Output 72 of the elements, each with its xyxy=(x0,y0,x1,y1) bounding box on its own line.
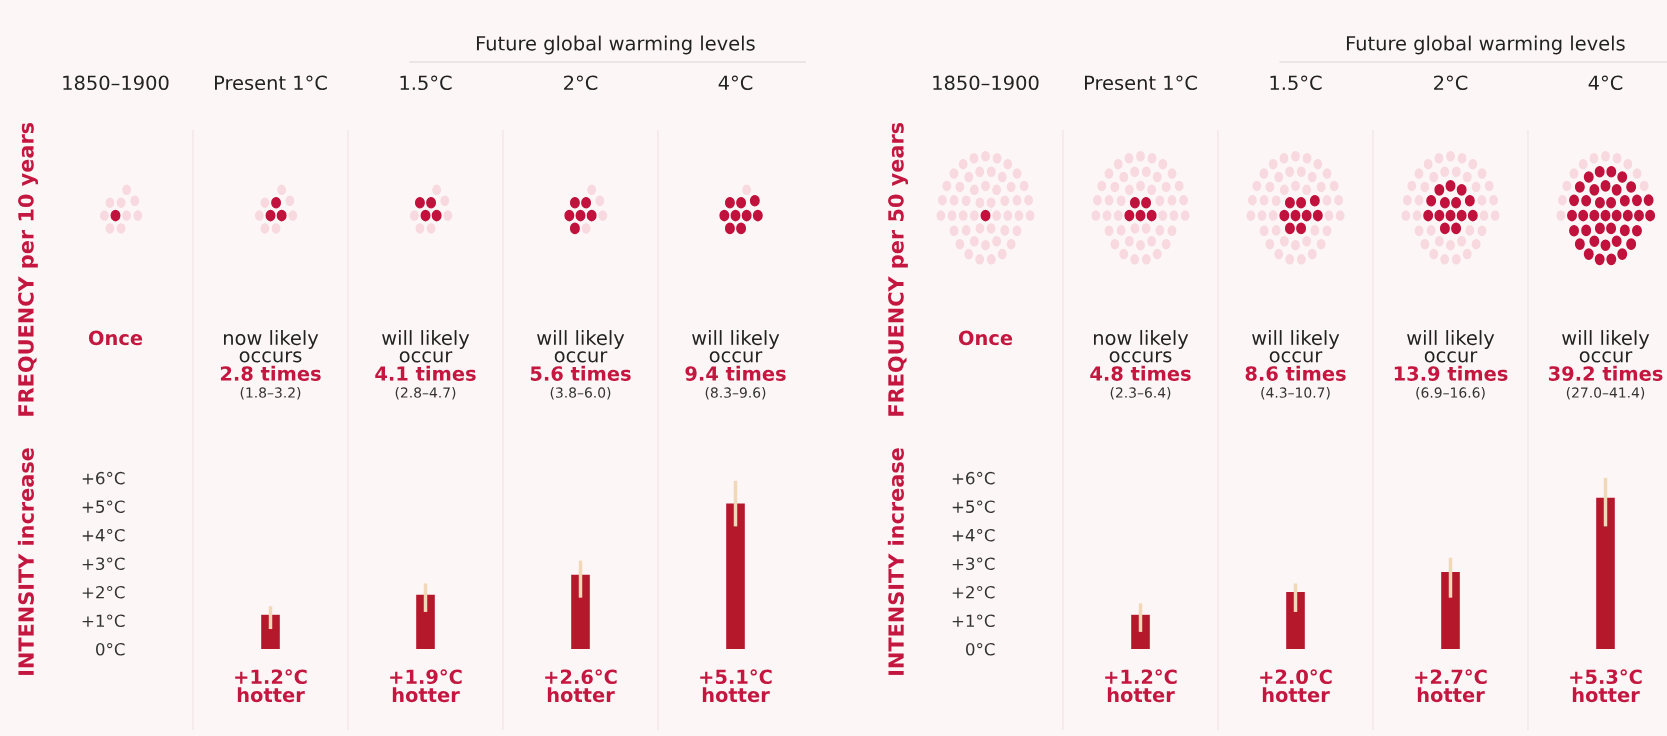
annotation: will likely occur xyxy=(1252,330,1340,363)
y-tick-label: +2°C xyxy=(952,585,995,599)
annotation: will likely occur xyxy=(382,330,470,363)
data-label: +2.7°C hotter xyxy=(1415,669,1487,703)
y-tick-label: 0°C xyxy=(96,642,125,656)
text: Future global warming levels xyxy=(476,35,755,55)
annotation: now likely occurs xyxy=(1094,330,1189,363)
annotation: 13.9 times xyxy=(1394,365,1508,381)
x-tick-label: 1.5°C xyxy=(1270,75,1322,91)
bar xyxy=(571,574,590,650)
annotation: (2.8–4.7) xyxy=(395,387,456,400)
y-tick-label: +5°C xyxy=(82,500,125,513)
annotation: will likely occur xyxy=(692,330,780,363)
annotation: 2.8 times xyxy=(220,365,321,381)
annotation: 9.4 times xyxy=(685,365,786,381)
annotation: will likely occur xyxy=(537,330,625,363)
y-axis-title: INTENSITY increase xyxy=(17,448,34,675)
x-tick-label: 2°C xyxy=(1434,75,1468,91)
data-label: +2.0°C hotter xyxy=(1260,669,1332,703)
annotation: (1.8–3.2) xyxy=(240,387,301,400)
bar xyxy=(1596,497,1615,650)
annotation: will likely occur xyxy=(1562,330,1650,363)
text: FREQUENCY per 10 years xyxy=(18,122,38,416)
data-label: +2.6°C hotter xyxy=(545,669,617,703)
y-tick-label: +5°C xyxy=(952,500,995,513)
y-tick-label: +1°C xyxy=(82,614,125,628)
annotation: 4.1 times xyxy=(375,365,476,381)
x-tick-label: Present 1°C xyxy=(1085,75,1197,91)
y-tick-label: +2°C xyxy=(82,585,125,599)
annotation: 5.6 times xyxy=(530,365,631,381)
y-tick-label: 0°C xyxy=(966,642,995,656)
x-tick-label: Present 1°C xyxy=(215,75,327,91)
annotation: (27.0–41.4) xyxy=(1566,387,1645,400)
text: FREQUENCY per 50 years xyxy=(888,122,908,416)
annotation: (3.8–6.0) xyxy=(550,387,611,400)
annotation: now likely occurs xyxy=(224,330,319,363)
y-tick-label: +1°C xyxy=(952,614,995,628)
annotation: (6.9–16.6) xyxy=(1416,387,1485,400)
annotation: Once xyxy=(88,330,143,346)
annotation: (4.3–10.7) xyxy=(1261,387,1330,400)
data-label: +5.1°C hotter xyxy=(700,669,772,703)
bar xyxy=(1286,591,1305,650)
annotation: Once xyxy=(958,330,1013,346)
bar xyxy=(416,594,435,650)
y-tick-label: +3°C xyxy=(82,557,125,571)
x-tick-label: 1850–1900 xyxy=(63,75,169,91)
y-tick-label: +6°C xyxy=(952,471,995,485)
y-axis-title: INTENSITY increase xyxy=(887,448,904,675)
x-tick-label: 4°C xyxy=(1588,75,1623,91)
x-tick-label: 2°C xyxy=(564,75,598,91)
x-tick-label: 1850–1900 xyxy=(933,75,1039,91)
annotation: (8.3–9.6) xyxy=(705,387,766,400)
annotation: 4.8 times xyxy=(1090,365,1191,381)
bar xyxy=(1131,614,1150,650)
annotation: 39.2 times xyxy=(1548,365,1663,381)
bar xyxy=(1441,572,1460,650)
data-label: +1.2°C hotter xyxy=(235,669,307,703)
data-label: +5.3°C hotter xyxy=(1570,669,1642,703)
y-tick-label: +6°C xyxy=(82,471,125,485)
x-tick-label: 1.5°C xyxy=(400,75,452,91)
x-tick-label: 4°C xyxy=(718,75,753,91)
y-tick-label: +3°C xyxy=(952,557,995,571)
annotation: 8.6 times xyxy=(1245,365,1346,381)
annotation: will likely occur xyxy=(1407,330,1495,363)
bar xyxy=(726,503,745,650)
data-label: +1.2°C hotter xyxy=(1105,669,1177,703)
annotation: (2.3–6.4) xyxy=(1110,387,1171,400)
text: Future global warming levels xyxy=(1346,35,1625,55)
bar xyxy=(261,614,280,650)
y-tick-label: +4°C xyxy=(952,528,995,542)
y-tick-label: +4°C xyxy=(82,528,125,542)
data-label: +1.9°C hotter xyxy=(390,669,462,703)
